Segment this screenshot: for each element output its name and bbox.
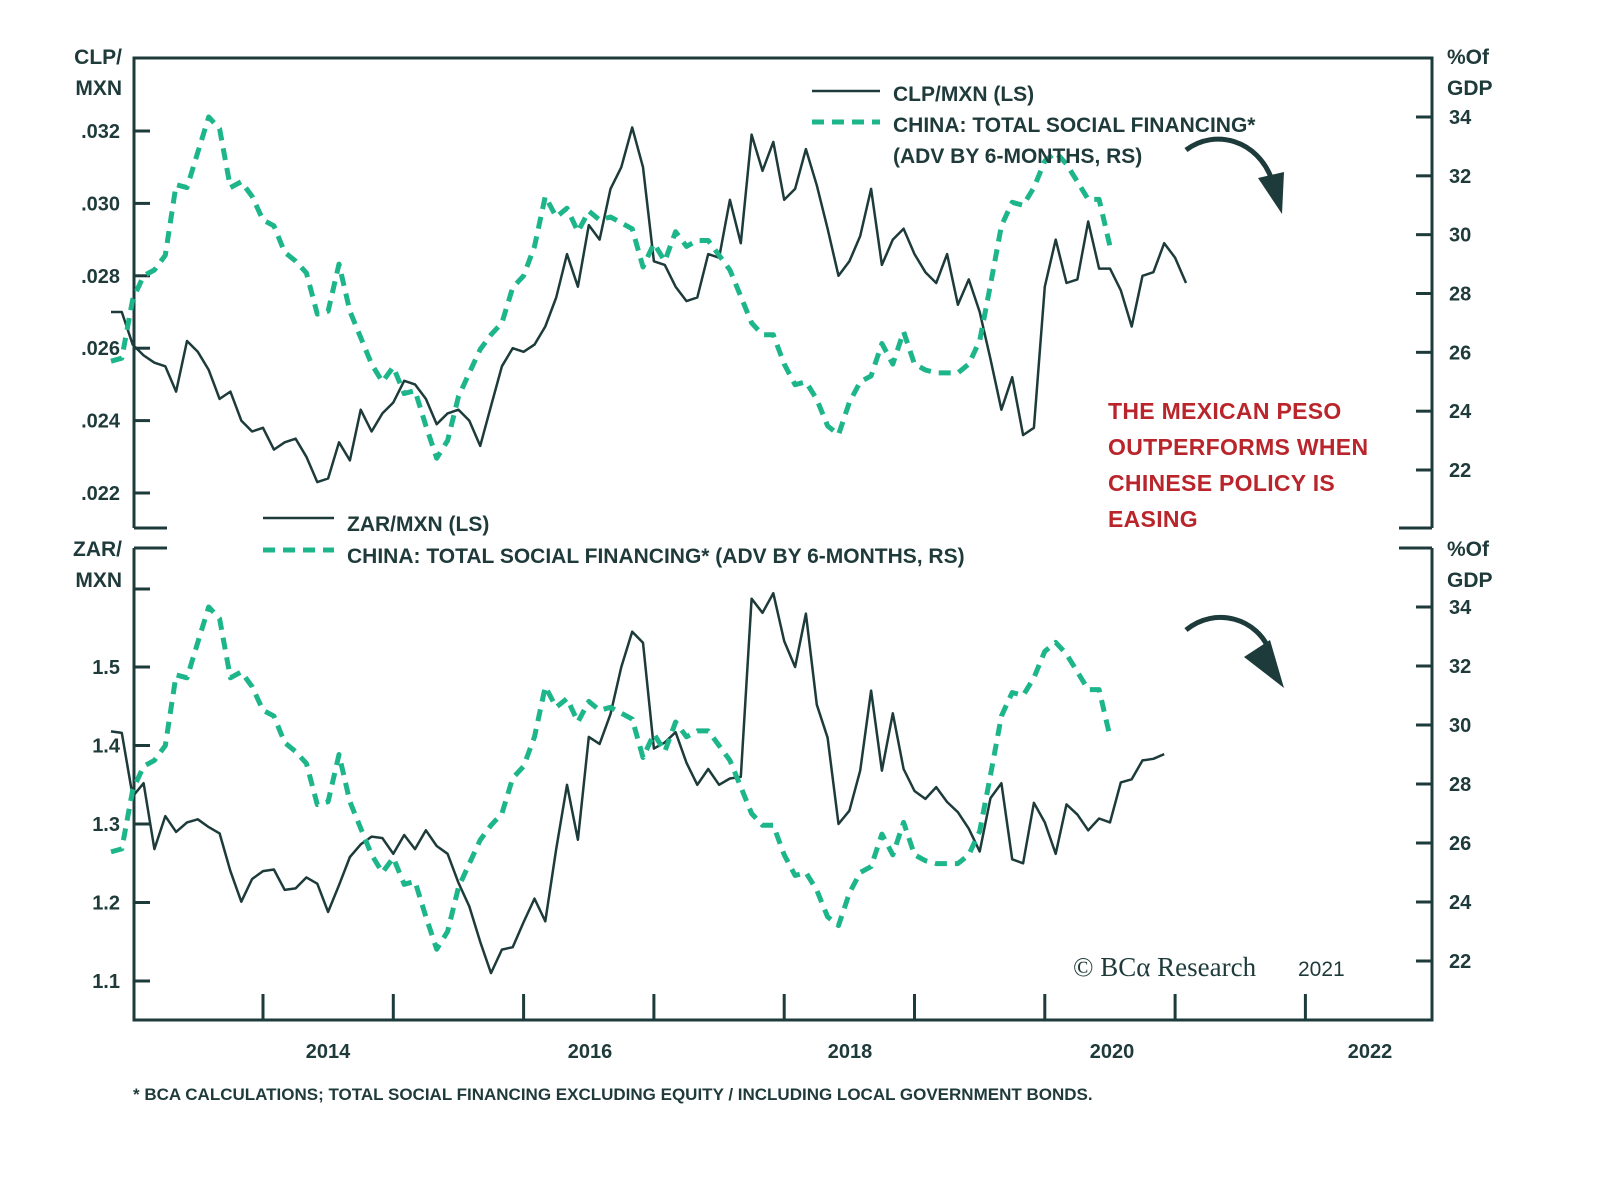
bottom-left-axis-title-line1: ZAR/ <box>73 538 122 561</box>
legend-label-tsf-sub: (ADV BY 6-MONTHS, RS) <box>893 145 1142 168</box>
copyright: © BCα Research 2021 <box>1073 952 1345 982</box>
right-y-tick-label: 32 <box>1449 656 1471 678</box>
series-line-fx <box>110 591 1165 975</box>
easing-annotation: THE MEXICAN PESO OUTPERFORMS WHEN CHINES… <box>1108 398 1368 532</box>
copyright-text: © BCα Research <box>1073 952 1257 982</box>
x-tick-label: 2014 <box>306 1041 351 1063</box>
left-y-tick-label: .022 <box>81 483 120 505</box>
legend-label-tsf: CHINA: TOTAL SOCIAL FINANCING* <box>893 114 1256 137</box>
legend-label-tsf-bottom: CHINA: TOTAL SOCIAL FINANCING* (ADV BY 6… <box>347 545 965 568</box>
top-right-axis-title-line1: %Of <box>1447 46 1490 69</box>
series-layer <box>110 114 1188 975</box>
right-y-tick-label: 30 <box>1449 715 1471 737</box>
right-y-tick-label: 28 <box>1449 774 1471 796</box>
left-y-tick-label: 1.4 <box>92 736 121 758</box>
left-y-tick-label: .030 <box>81 193 120 215</box>
annotation-line-1: THE MEXICAN PESO <box>1108 398 1342 424</box>
right-y-tick-label: 26 <box>1449 342 1471 364</box>
bottom-right-axis-title-line1: %Of <box>1447 538 1490 561</box>
right-y-tick-label: 22 <box>1449 460 1471 482</box>
chart-frames <box>132 56 1434 1022</box>
annotation-line-4: EASING <box>1108 506 1198 532</box>
left-y-tick-label: .024 <box>81 411 121 433</box>
x-tick-label: 2016 <box>568 1041 613 1063</box>
copyright-year: 2021 <box>1298 958 1345 981</box>
x-tick-label: 2018 <box>828 1041 873 1063</box>
top-left-axis-title-line2: MXN <box>75 77 122 100</box>
right-y-tick-label: 28 <box>1449 284 1471 306</box>
series-line-tsf <box>110 604 1113 952</box>
left-y-tick-label: 1.5 <box>92 657 120 679</box>
right-y-tick-label: 30 <box>1449 225 1471 247</box>
x-tick-label: 2020 <box>1090 1041 1135 1063</box>
left-y-tick-label: .032 <box>81 121 120 143</box>
left-y-tick-label: 1.2 <box>92 893 120 915</box>
bottom-right-axis-title-line2: GDP <box>1447 569 1493 592</box>
right-y-tick-label: 26 <box>1449 833 1471 855</box>
top-legend: CLP/MXN (LS) CHINA: TOTAL SOCIAL FINANCI… <box>812 83 1256 168</box>
axes: .032 .030 .028 .026 .024 .022 34 32 30 28 26 24 22 1.… <box>81 107 1472 1020</box>
right-y-tick-label: 32 <box>1449 166 1471 188</box>
annotation-line-3: CHINESE POLICY IS <box>1108 470 1335 496</box>
top-left-axis-title-line1: CLP/ <box>74 46 122 69</box>
left-y-tick-label: .028 <box>81 266 120 288</box>
right-y-tick-label: 24 <box>1449 892 1472 914</box>
arrow-down-icon-top <box>1184 136 1284 214</box>
right-y-tick-label: 34 <box>1449 107 1472 129</box>
left-y-tick-label: .026 <box>81 338 120 360</box>
legend-label-clp-mxn: CLP/MXN (LS) <box>893 83 1034 106</box>
left-y-tick-label: 1.3 <box>92 814 120 836</box>
x-tick-label: 2022 <box>1348 1041 1393 1063</box>
legend-label-zar-mxn: ZAR/MXN (LS) <box>347 513 489 536</box>
x-axis-labels: 2014 2016 2018 2020 2022 <box>306 1041 1393 1063</box>
left-y-tick-label: 1.1 <box>92 971 120 993</box>
series-line-fx <box>111 126 1188 484</box>
right-y-tick-label: 24 <box>1449 401 1472 423</box>
right-y-tick-label: 22 <box>1449 951 1471 973</box>
series-line-tsf <box>110 114 1113 461</box>
top-right-axis-title-line2: GDP <box>1447 77 1493 100</box>
bottom-legend: ZAR/MXN (LS) CHINA: TOTAL SOCIAL FINANCI… <box>263 513 965 568</box>
right-y-tick-label: 34 <box>1449 597 1472 619</box>
footnote: * BCA CALCULATIONS; TOTAL SOCIAL FINANCI… <box>133 1085 1093 1104</box>
annotation-line-2: OUTPERFORMS WHEN <box>1108 434 1368 460</box>
arrow-down-icon-bottom <box>1184 614 1284 688</box>
bottom-left-axis-title-line2: MXN <box>75 569 122 592</box>
